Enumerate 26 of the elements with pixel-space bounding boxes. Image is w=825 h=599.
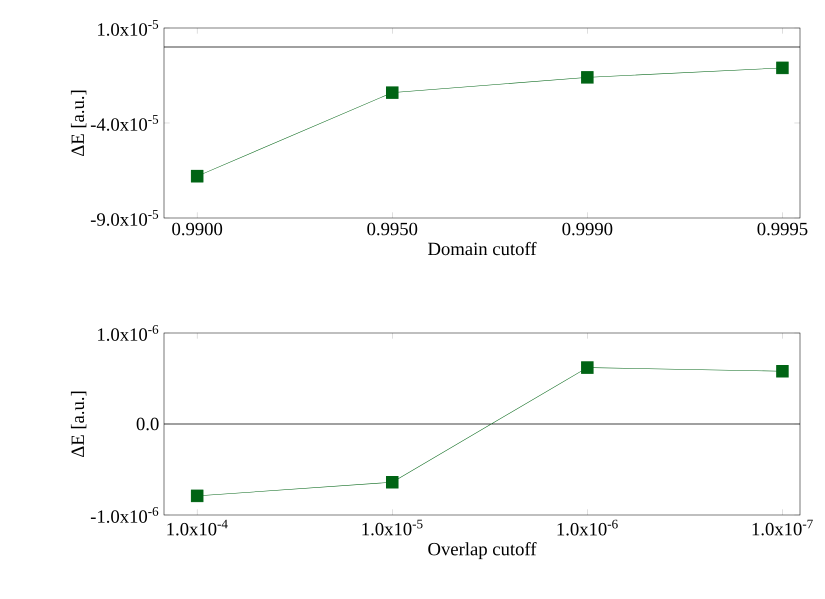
- x-tick-label: 0.9950: [367, 222, 418, 236]
- x-tick-label: 1.0x10$^{-4}$: [167, 520, 228, 536]
- y-tick-label: 0.0: [136, 418, 159, 430]
- x-axis-title: Overlap cutoff: [428, 542, 537, 560]
- y-tick-label: 1.0x10$^{-5}$: [98, 20, 158, 36]
- y-axis-title: ΔE [a.u.]: [70, 90, 86, 156]
- point: [581, 361, 594, 374]
- x-tick-label: 0.9995: [757, 222, 808, 236]
- point: [190, 490, 204, 502]
- x-tick-label: 1.0x10$^{-5}$: [362, 520, 423, 536]
- point: [386, 476, 399, 488]
- x-tick-label: 0.9990: [562, 222, 612, 236]
- x-tick-label: 1.0x10$^{-6}$: [558, 520, 618, 536]
- point: [776, 62, 789, 74]
- y-tick-label: -4.0x10$^{-5}$: [90, 115, 158, 131]
- y-tick-label: -9.0x10$^{-5}$: [90, 210, 158, 226]
- point: [776, 364, 789, 378]
- y-axis-title: ΔE [a.u.]: [70, 392, 86, 458]
- point: [581, 71, 594, 84]
- x-tick-label: 1.0x10$^{-7}$: [752, 520, 813, 536]
- y-tick-label: 1.0x10$^{-6}$: [98, 325, 158, 341]
- y-tick-label: -1.0x10$^{-6}$: [90, 507, 158, 523]
- point: [386, 86, 399, 99]
- point: [190, 170, 204, 182]
- x-tick-label: 0.9900: [172, 222, 222, 236]
- x-axis-title: Domain cutoff: [428, 242, 537, 256]
